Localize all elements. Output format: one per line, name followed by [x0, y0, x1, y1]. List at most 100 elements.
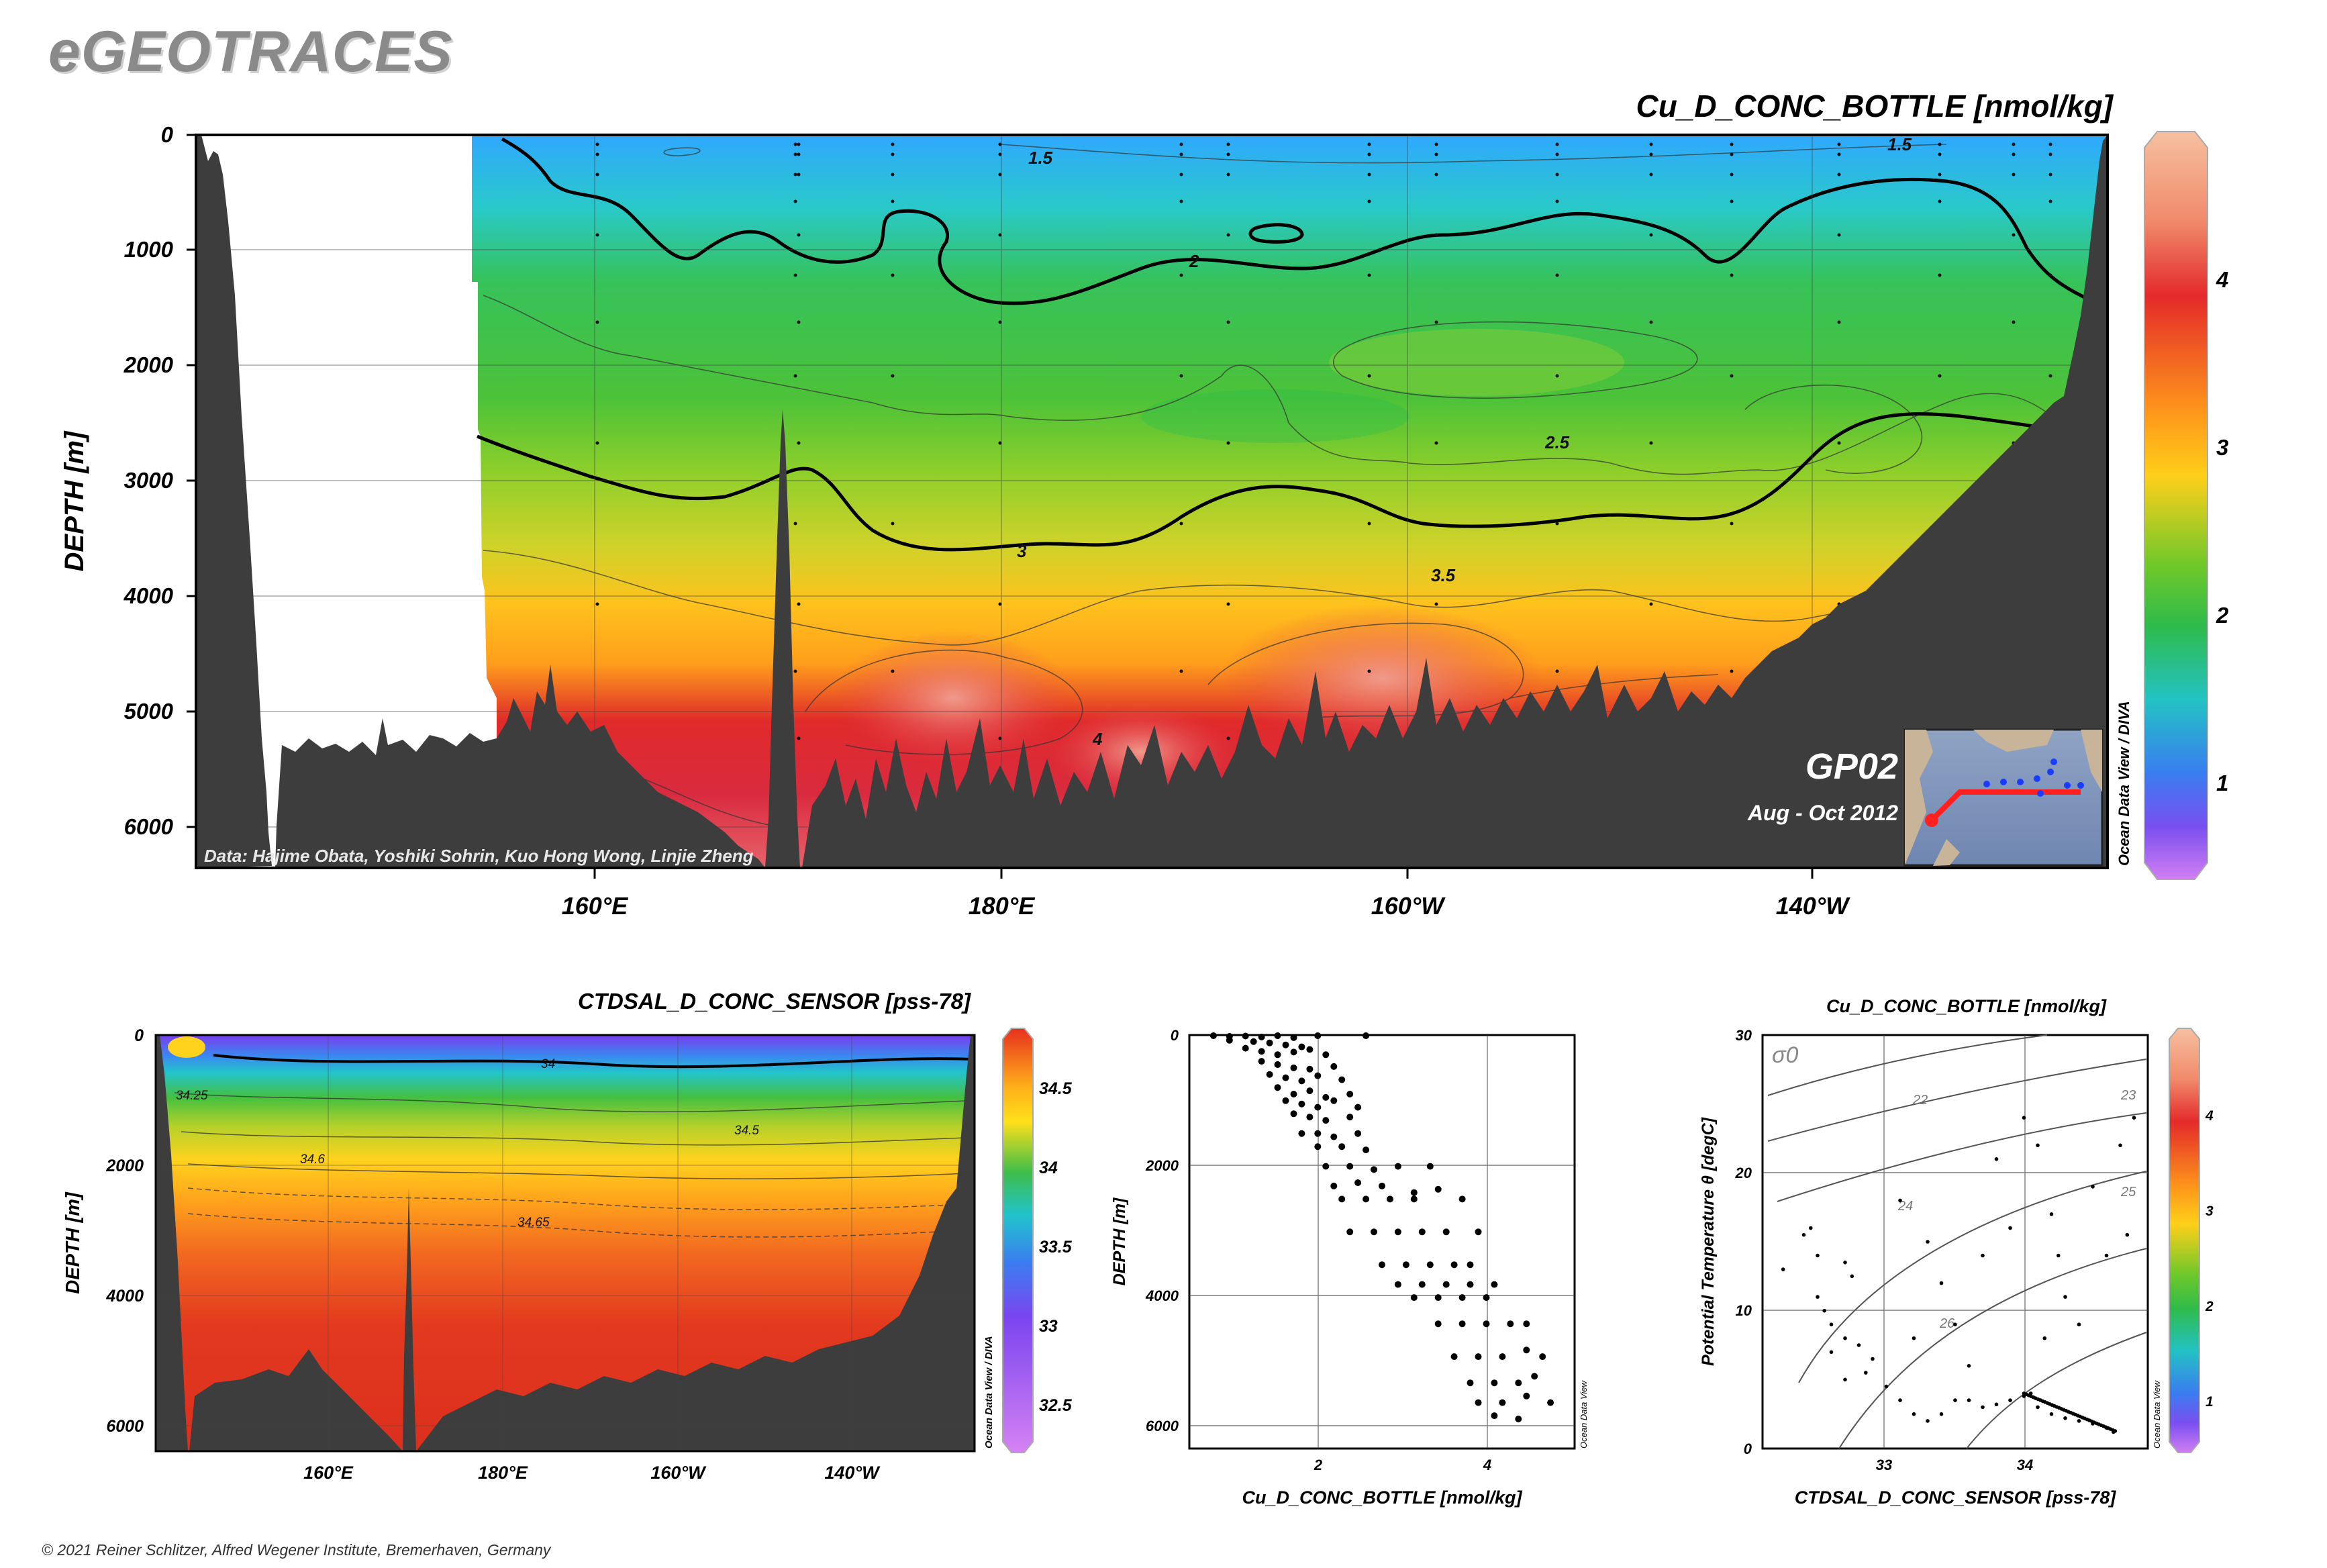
profile-point [1282, 1097, 1289, 1104]
profile-point [1226, 1036, 1233, 1044]
profile-point [1346, 1228, 1354, 1236]
sample-point [1226, 142, 1230, 146]
ts-point [1871, 1357, 1875, 1361]
profile-point [1426, 1261, 1434, 1269]
profile-point [1499, 1353, 1506, 1361]
sample-point [1649, 173, 1653, 177]
profile-point [1418, 1228, 1426, 1236]
profile-point [1410, 1195, 1418, 1203]
profile-point [1338, 1076, 1346, 1083]
main-ytick-6000: 6000 [124, 814, 174, 839]
profile-point [1298, 1043, 1305, 1050]
sample-point [2048, 152, 2052, 156]
profile-point [1354, 1104, 1362, 1111]
profile-point [1491, 1379, 1498, 1387]
sample-point [1367, 273, 1371, 277]
ts-point [2008, 1226, 2012, 1230]
sample-point [891, 142, 895, 146]
ts-point [2077, 1419, 2081, 1423]
sample-point [1649, 142, 1653, 146]
profile-point [1274, 1051, 1281, 1059]
sample-point [1179, 669, 1183, 673]
sample-point [1179, 152, 1183, 156]
sample-point [2012, 152, 2016, 156]
contour-label-2.5: 2.5 [1544, 432, 1570, 452]
profile-point [1434, 1185, 1442, 1193]
sample-point [1555, 142, 1559, 146]
ts-cbar-1: 1 [2206, 1394, 2214, 1410]
main-cbar-tick-4: 4 [2216, 267, 2228, 292]
ts-point [1967, 1398, 1971, 1402]
profile-point [1314, 1104, 1322, 1111]
ts-ytick-0: 0 [1744, 1440, 1752, 1457]
sample-point [1367, 199, 1371, 203]
ts-point [1843, 1261, 1847, 1265]
data-credit: Data: Hajime Obata, Yoshiki Sohrin, Kuo … [204, 846, 754, 866]
ts-point [1843, 1336, 1847, 1340]
profile-point [1354, 1179, 1362, 1186]
sample-point [793, 522, 797, 526]
sample-point [595, 173, 599, 177]
sample-point [797, 142, 801, 146]
ts-point [1981, 1253, 1985, 1258]
sample-point [891, 173, 895, 177]
profile-point [1354, 1130, 1362, 1137]
sample-point [595, 142, 599, 146]
profile-point [1507, 1320, 1514, 1328]
sample-point [1837, 441, 1841, 445]
sample-point [793, 273, 797, 277]
ts-odv-note: Ocean Data View [2152, 1379, 2162, 1449]
sample-point [1226, 152, 1230, 156]
main-ytick-5000: 5000 [124, 699, 174, 724]
ts-scatter-plot: 22 23 24 25 26 σ0 30 20 10 0 33 34 CTDSA… [1699, 996, 2214, 1508]
sal-xtick-180e: 180°E [478, 1463, 528, 1483]
profile-xlabel: Cu_D_CONC_BOTTLE [nmol/kg] [1242, 1487, 1522, 1508]
ts-point [1994, 1157, 1999, 1161]
sigma-label-26: 26 [1939, 1316, 1955, 1331]
ts-ytick-20: 20 [1735, 1165, 1752, 1181]
sample-point [1837, 173, 1841, 177]
profile-point [1322, 1163, 1330, 1170]
sample-point [797, 173, 801, 177]
main-cbar-tick-1: 1 [2216, 771, 2228, 795]
profile-point [1258, 1033, 1265, 1040]
sample-point [1730, 142, 1734, 146]
ts-point [2063, 1295, 2067, 1299]
profile-point [1314, 1130, 1322, 1137]
sample-point [998, 602, 1002, 606]
sample-point [797, 602, 801, 606]
sample-point [1226, 441, 1230, 445]
profile-point [1290, 1034, 1297, 1041]
sample-point [891, 522, 895, 526]
ts-point [1884, 1384, 1889, 1389]
profile-point [1523, 1392, 1530, 1400]
profile-point [1242, 1032, 1249, 1040]
contour-label-1.5a: 1.5 [1028, 148, 1053, 168]
sample-point [1555, 273, 1559, 277]
sample-point [2012, 320, 2016, 324]
profile-point [1314, 1072, 1322, 1079]
main-xtick-180e: 180°E [969, 892, 1035, 920]
profile-point [1290, 1048, 1297, 1056]
profile-point [1458, 1195, 1466, 1203]
main-xtick-140w: 140°W [1776, 892, 1850, 920]
sample-point [1434, 152, 1438, 156]
ts-point [1816, 1295, 1820, 1299]
profile-point [1475, 1399, 1482, 1406]
ts-point [2077, 1322, 2081, 1326]
sample-point [797, 233, 801, 237]
profile-point [1346, 1163, 1354, 1170]
ts-point [1843, 1377, 1847, 1382]
ts-point [2113, 1429, 2118, 1433]
profile-ytick-6000: 6000 [1146, 1418, 1179, 1434]
sample-point [595, 233, 599, 237]
sample-point [1555, 522, 1559, 526]
profile-point [1338, 1195, 1346, 1203]
sample-point [891, 374, 895, 378]
sal-contour-34.65: 34.65 [517, 1216, 550, 1230]
sample-point [998, 736, 1002, 740]
profile-point [1523, 1320, 1530, 1328]
profile-point [1531, 1373, 1538, 1380]
profile-point [1458, 1294, 1466, 1302]
sample-point [1434, 320, 1438, 324]
